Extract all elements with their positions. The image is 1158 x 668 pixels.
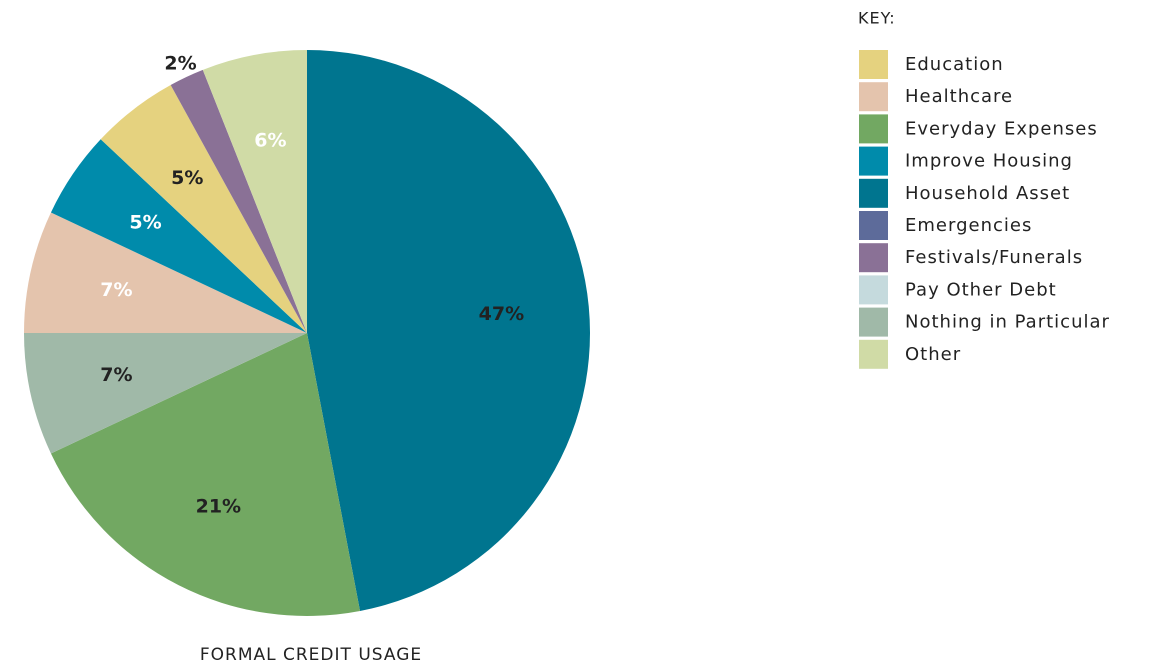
legend-label: Household Asset [905, 183, 1070, 204]
slice-label: 21% [196, 495, 241, 517]
legend-title: KEY: [858, 9, 896, 28]
pie-slice [100, 85, 308, 333]
pie-slice [24, 212, 307, 333]
slice-label: 6% [254, 130, 286, 152]
legend-label: Education [905, 54, 1004, 75]
pie-slice [202, 50, 307, 333]
legend-swatch [859, 82, 888, 112]
chart-title: FORMAL CREDIT USAGE [200, 645, 422, 665]
legend-label: Emergencies [905, 215, 1032, 236]
pie-slice [307, 50, 591, 611]
slice-label: 47% [479, 303, 524, 325]
legend-swatch [859, 307, 888, 337]
legend-swatch [859, 339, 888, 369]
legend-swatch [859, 146, 888, 176]
legend-label: Everyday Expenses [905, 118, 1098, 139]
legend-label: Pay Other Debt [905, 279, 1057, 300]
legend-label: Other [905, 344, 961, 365]
legend-label: Nothing in Particular [905, 312, 1110, 333]
legend-swatch [859, 50, 888, 79]
legend-label: Festivals/Funerals [905, 247, 1083, 268]
pie-slice [24, 333, 307, 454]
legend-label: Healthcare [905, 86, 1013, 107]
legend-swatch [859, 275, 888, 305]
pie-slice [170, 69, 307, 333]
legend-swatch [859, 243, 888, 273]
slice-label: 2% [164, 53, 196, 75]
pie-slice [50, 139, 307, 333]
slice-label: 7% [100, 364, 132, 386]
pie-slice [50, 333, 361, 617]
legend-swatch [859, 178, 888, 208]
slice-label: 5% [171, 167, 203, 189]
legend-swatch [859, 114, 888, 144]
legend-label: Improve Housing [905, 151, 1073, 172]
slice-label: 5% [129, 212, 161, 234]
legend-swatch [859, 211, 888, 240]
slice-label: 7% [100, 279, 132, 301]
